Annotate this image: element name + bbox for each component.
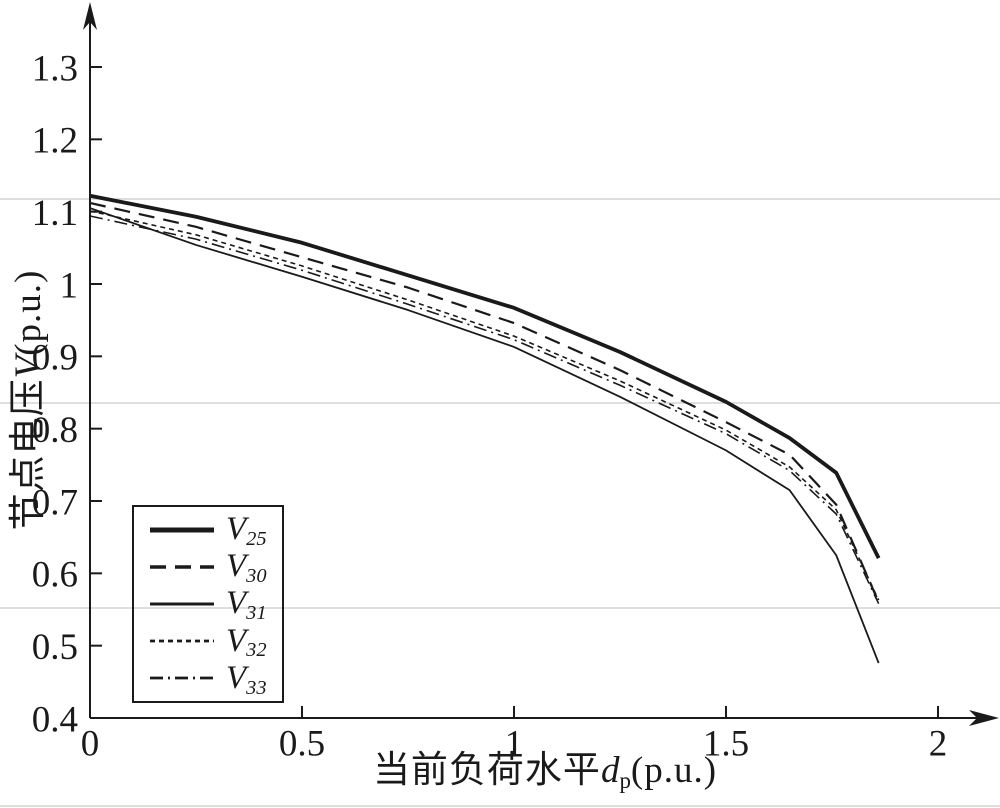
legend-subscript: 31 [246,602,267,625]
x-axis-arrowhead [969,710,999,726]
legend-label-V33: V33 [226,659,267,697]
x-tick-label: 0.5 [279,724,325,765]
x-tick-label: 1.5 [703,724,749,765]
curve-V25 [89,193,881,559]
x-tick-label: 2 [929,724,948,765]
legend-subscript: 33 [246,676,267,699]
legend-line-sample-V30 [150,565,214,569]
y-tick-label: 0.6 [32,555,78,596]
y-axis-variable: V [8,355,49,379]
y-tick-label: 1.3 [32,48,78,89]
y-tick-label: 0.9 [32,338,78,379]
y-tick-label: 0.7 [32,482,78,523]
legend-label-V30: V30 [226,548,267,586]
x-axis-label: 当前负荷水平dp(p.u.) [373,739,717,793]
legend-subscript: 32 [246,639,267,662]
legend-symbol: V [226,585,247,622]
legend-symbol: V [226,622,247,659]
x-axis-variable-sub: p [619,768,631,794]
legend-label-V31: V31 [226,585,267,623]
y-axis-arrowhead [83,2,97,30]
legend-symbol: V [226,548,247,585]
legend-symbol: V [226,659,247,696]
y-tick-label: 0.5 [32,627,78,668]
legend-entry-V30: V30 [148,548,282,586]
curve-V31 [89,207,880,664]
legend-entry-V31: V31 [148,585,282,623]
y-tick-label: 0.4 [32,699,78,740]
legend-subscript: 30 [246,565,267,587]
x-tick-label: 1 [505,724,524,765]
legend-subscript: 25 [246,527,267,550]
curve-V33 [89,215,880,605]
y-tick-label: 1.1 [32,193,78,234]
legend-line-sample-V33 [150,676,214,680]
legend-entry-V25: V25 [148,511,282,549]
legend-label-V32: V32 [226,622,267,662]
y-tick-label: 1 [60,265,79,306]
y-axis-unit: (p.u.) [8,269,49,356]
y-tick-label: 1.2 [32,121,78,162]
legend-box: V25 V30 V31 V32 V33 [132,505,284,703]
x-axis-unit: (p.u.) [630,750,718,791]
y-axis-label-cn: 节点电压 [8,378,49,531]
legend-line-sample-V31 [150,602,214,606]
legend-entry-V32: V32 [148,622,282,662]
curve-V32 [89,210,880,601]
x-tick-label: 0 [81,724,100,765]
x-axis-variable: d [600,750,620,791]
legend-line-sample-V32 [150,639,214,643]
legend-symbol: V [226,511,247,548]
y-tick-label: 0.8 [32,410,78,451]
legend-line-sample-V25 [150,527,214,533]
legend-entry-V33: V33 [148,659,282,698]
curve-V30 [89,201,880,603]
x-axis-label-cn: 当前负荷水平 [372,750,601,791]
y-axis-label: 节点电压V(p.u.) [0,270,51,531]
legend-label-V25: V25 [226,511,267,549]
